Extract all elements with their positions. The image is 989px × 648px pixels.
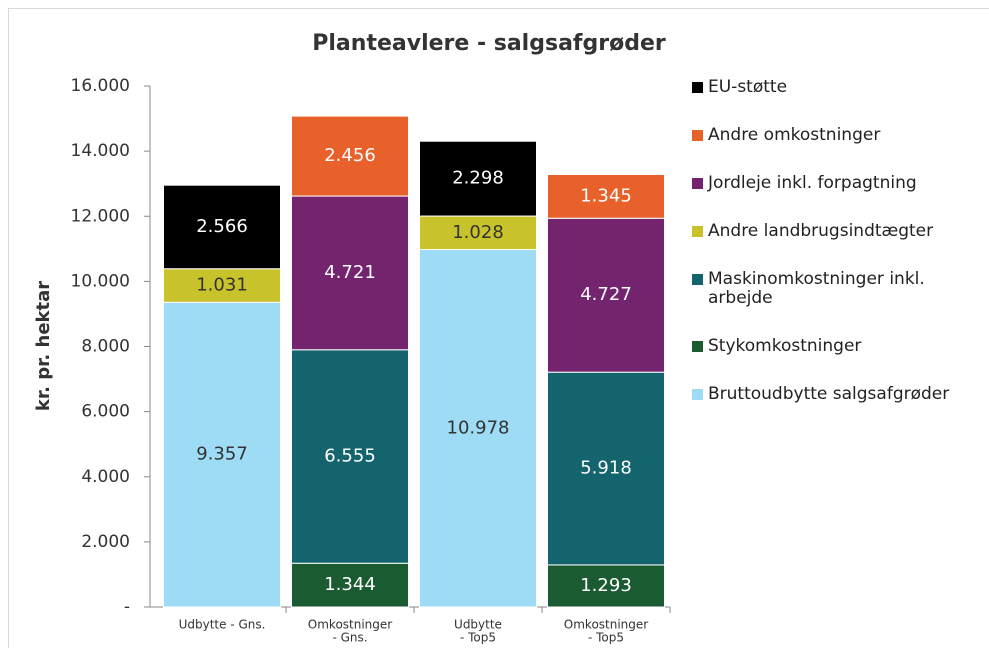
chart-border bbox=[8, 8, 989, 648]
legend-item: Andre landbrugsindtægter bbox=[692, 222, 962, 241]
legend-swatch bbox=[692, 389, 703, 400]
bar-segment bbox=[163, 184, 281, 270]
y-tick-label: 12.000 bbox=[71, 206, 130, 226]
chart-title: Planteavlere - salgsafgrøder bbox=[312, 31, 666, 56]
bar-segment bbox=[291, 349, 409, 564]
bar-segment bbox=[419, 140, 537, 217]
legend-item: Andre omkostninger bbox=[692, 126, 962, 145]
legend-swatch bbox=[692, 341, 703, 352]
value-label: 5.918 bbox=[580, 458, 632, 479]
x-tick-label: Udbytte bbox=[454, 618, 502, 632]
value-label: 1.028 bbox=[452, 222, 504, 243]
legend-item: Jordleje inkl. forpagtning bbox=[692, 174, 962, 193]
bar-segment bbox=[547, 173, 665, 219]
y-tick-label: 8.000 bbox=[81, 337, 130, 357]
y-axis-label: kr. pr. hektar bbox=[33, 281, 54, 411]
bar-segment bbox=[547, 371, 665, 566]
x-tick-label: Omkostninger bbox=[308, 618, 393, 632]
value-label: 6.555 bbox=[324, 446, 376, 467]
y-tick-label: 10.000 bbox=[71, 271, 130, 291]
y-tick-label: 4.000 bbox=[81, 467, 130, 487]
bar-segment bbox=[291, 195, 409, 351]
x-tick-label: Omkostninger bbox=[564, 618, 649, 632]
legend-label: Maskinomkostninger inkl. arbejde bbox=[708, 269, 925, 308]
legend-label: Andre landbrugsindtægter bbox=[708, 221, 934, 241]
bar-segment bbox=[163, 301, 281, 608]
bar-segment bbox=[163, 268, 281, 303]
legend-item: Stykomkostninger bbox=[692, 337, 962, 356]
x-tick-label: - Top5 bbox=[588, 631, 624, 645]
y-tick-label: 16.000 bbox=[71, 76, 130, 96]
value-label: 1.345 bbox=[580, 185, 632, 206]
bar-segment bbox=[547, 217, 665, 373]
value-label: 1.293 bbox=[580, 575, 632, 596]
legend-label: EU-støtte bbox=[708, 77, 788, 97]
legend-item: Maskinomkostninger inkl. arbejde bbox=[692, 270, 962, 308]
value-label: 2.298 bbox=[452, 168, 504, 189]
legend-item: Bruttoudbytte salgsafgrøder bbox=[692, 385, 962, 404]
legend: EU-støtte Andre omkostninger Jordleje inkl… bbox=[692, 78, 962, 404]
legend-label: Andre omkostninger bbox=[708, 125, 881, 145]
value-label: 2.456 bbox=[324, 145, 376, 166]
legend-swatch bbox=[692, 274, 703, 285]
y-tick-label: 6.000 bbox=[81, 402, 130, 422]
value-label: 4.721 bbox=[324, 262, 376, 283]
bar-segment bbox=[419, 215, 537, 251]
legend-label: Bruttoudbytte salgsafgrøder bbox=[708, 384, 950, 404]
y-tick-label: 14.000 bbox=[71, 141, 130, 161]
x-tick-label: - Gns. bbox=[332, 631, 367, 645]
bar-segment bbox=[291, 115, 409, 197]
value-label: 9.357 bbox=[196, 444, 248, 465]
value-label: 1.344 bbox=[324, 574, 376, 595]
legend-swatch bbox=[692, 226, 703, 237]
legend-label: Stykomkostninger bbox=[708, 336, 862, 356]
value-label: 10.978 bbox=[447, 417, 510, 438]
legend-swatch bbox=[692, 130, 703, 141]
legend-item: EU-støtte bbox=[692, 78, 962, 97]
value-label: 1.031 bbox=[196, 275, 248, 296]
x-tick-label: Udbytte - Gns. bbox=[179, 618, 266, 632]
value-label: 4.727 bbox=[580, 284, 632, 305]
legend-swatch bbox=[692, 178, 703, 189]
y-tick-label: - bbox=[124, 597, 130, 617]
bar-segment bbox=[291, 562, 409, 608]
y-tick-label: 2.000 bbox=[81, 532, 130, 552]
legend-label: Jordleje inkl. forpagtning bbox=[708, 173, 917, 193]
bar-segment bbox=[419, 249, 537, 608]
x-tick-label: - Top5 bbox=[460, 631, 496, 645]
legend-swatch bbox=[692, 82, 703, 93]
value-label: 2.566 bbox=[196, 216, 248, 237]
